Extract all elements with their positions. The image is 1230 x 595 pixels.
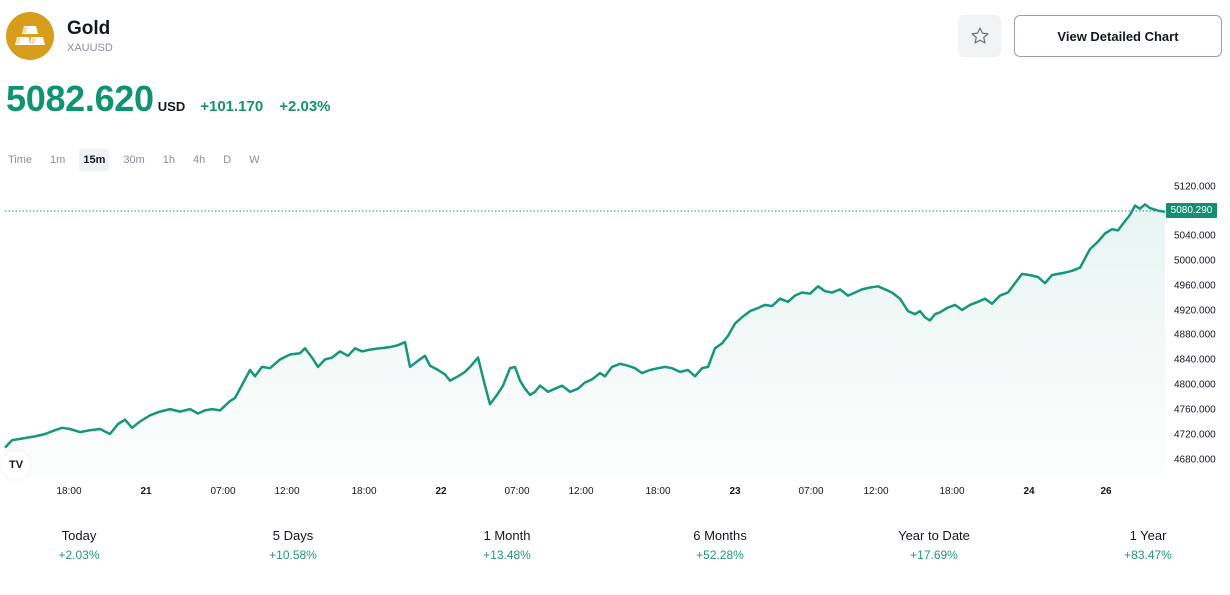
x-axis-label: 24 bbox=[1023, 486, 1035, 497]
perf-5-days: 5 Days +10.58% bbox=[269, 528, 317, 563]
y-axis-label: 4800.000 bbox=[1174, 379, 1216, 391]
x-axis-label: 07:00 bbox=[210, 486, 236, 497]
perf-6-months: 6 Months +52.28% bbox=[693, 528, 746, 563]
y-axis-label: 4680.000 bbox=[1174, 454, 1216, 466]
asset-symbol: XAUUSD bbox=[67, 42, 113, 54]
interval-1m[interactable]: 1m bbox=[50, 154, 66, 166]
interval-time[interactable]: Time bbox=[8, 154, 33, 166]
favorite-button[interactable] bbox=[958, 15, 1001, 57]
x-axis-label: 07:00 bbox=[504, 486, 530, 497]
price-change-percent: +2.03% bbox=[279, 98, 331, 115]
perf-1-year: 1 Year +83.47% bbox=[1124, 528, 1172, 563]
perf-year-to-date: Year to Date +17.69% bbox=[898, 528, 970, 563]
price-change: +101.170 bbox=[200, 98, 264, 115]
y-axis-label: 4920.000 bbox=[1174, 305, 1216, 317]
tradingview-logo[interactable]: TV bbox=[2, 451, 30, 479]
star-outline-icon bbox=[970, 27, 989, 44]
perf-label: Today bbox=[61, 528, 97, 543]
x-axis-label: 23 bbox=[729, 486, 741, 497]
quote-row: 5082.620 USD +101.170 +2.03% bbox=[6, 78, 331, 120]
x-axis-label: 18:00 bbox=[939, 486, 965, 497]
interval-selector: Time 1m 15m 30m 1h 4h D W bbox=[4, 149, 274, 171]
price-line bbox=[4, 203, 1166, 449]
x-axis-label: 26 bbox=[1100, 486, 1112, 497]
perf-value: +10.58% bbox=[269, 548, 317, 562]
x-axis-label: 12:00 bbox=[863, 486, 889, 497]
y-axis-label: 4760.000 bbox=[1174, 404, 1216, 416]
x-axis-label: 12:00 bbox=[568, 486, 594, 497]
perf-today: Today +2.03% bbox=[58, 528, 99, 563]
perf-value: +52.28% bbox=[696, 548, 744, 562]
interval-w[interactable]: W bbox=[249, 154, 260, 166]
view-detailed-chart-button[interactable]: View Detailed Chart bbox=[1014, 15, 1222, 57]
current-price: 5082.620 bbox=[6, 78, 154, 119]
interval-1h[interactable]: 1h bbox=[162, 154, 176, 166]
x-axis-label: 22 bbox=[435, 486, 447, 497]
asset-name: Gold bbox=[67, 18, 111, 39]
current-price-tag: 5080.290 bbox=[1166, 203, 1217, 218]
x-axis-label: 12:00 bbox=[274, 486, 300, 497]
interval-d[interactable]: D bbox=[223, 154, 232, 166]
y-axis-label: 4720.000 bbox=[1174, 429, 1216, 441]
interval-30m[interactable]: 30m bbox=[123, 154, 145, 166]
y-axis-label: 4840.000 bbox=[1174, 354, 1216, 366]
y-axis-label: 5120.000 bbox=[1174, 181, 1216, 193]
interval-15m[interactable]: 15m bbox=[79, 149, 110, 171]
x-axis-label: 21 bbox=[140, 486, 152, 497]
perf-label: 1 Month bbox=[483, 528, 531, 543]
x-axis-label: 18:00 bbox=[645, 486, 671, 497]
price-chart[interactable] bbox=[0, 0, 1230, 480]
perf-value: +83.47% bbox=[1124, 548, 1172, 562]
perf-1-month: 1 Month +13.48% bbox=[483, 528, 531, 563]
perf-label: 5 Days bbox=[272, 528, 314, 543]
perf-label: 6 Months bbox=[693, 528, 747, 543]
perf-value: +17.69% bbox=[910, 548, 958, 562]
perf-value: +13.48% bbox=[483, 548, 531, 562]
interval-4h[interactable]: 4h bbox=[193, 154, 206, 166]
y-axis-label: 4880.000 bbox=[1174, 329, 1216, 341]
gold-bars-icon bbox=[6, 12, 54, 60]
asset-header: Gold XAUUSD bbox=[6, 12, 113, 60]
x-axis-label: 18:00 bbox=[351, 486, 377, 497]
perf-label: Year to Date bbox=[898, 528, 970, 543]
perf-label: 1 Year bbox=[1129, 528, 1167, 543]
price-area bbox=[5, 204, 1165, 478]
y-axis-label: 5040.000 bbox=[1174, 230, 1216, 242]
y-axis-label: 4960.000 bbox=[1174, 280, 1216, 292]
x-axis-label: 18:00 bbox=[56, 486, 82, 497]
x-axis-label: 07:00 bbox=[798, 486, 824, 497]
perf-value: +2.03% bbox=[58, 548, 100, 562]
currency-label: USD bbox=[157, 99, 186, 114]
y-axis-label: 5000.000 bbox=[1174, 255, 1216, 267]
